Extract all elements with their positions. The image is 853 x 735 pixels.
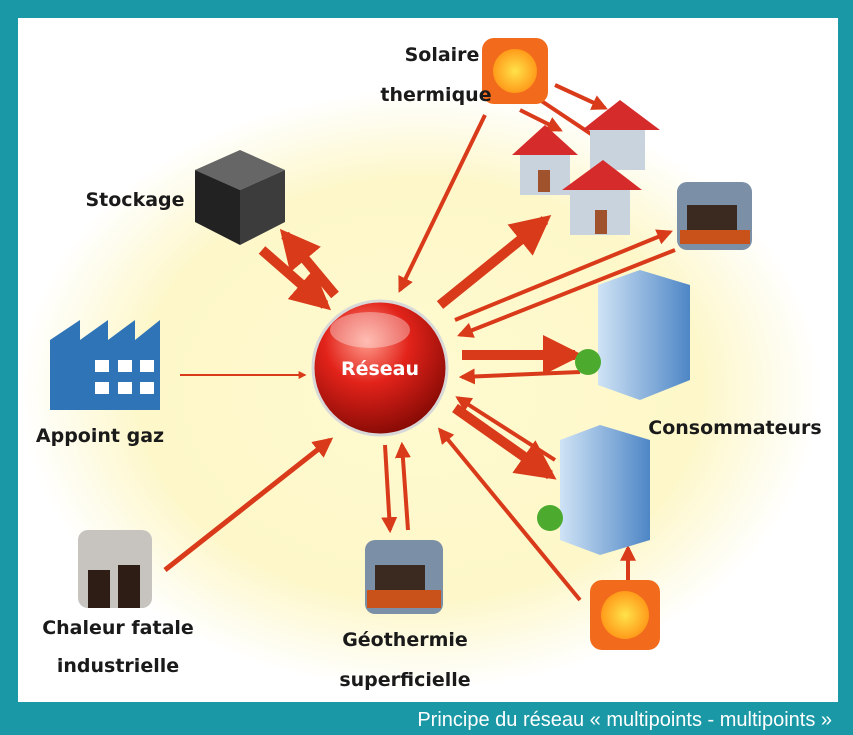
factory-icon [50, 320, 160, 410]
node-label: Chaleur fatale [42, 617, 194, 639]
industry-icon [677, 182, 752, 250]
node-label: superficielle [339, 669, 470, 691]
node-label: industrielle [57, 655, 179, 677]
node-label: Solaire [405, 44, 480, 66]
diagram: Réseau [0, 0, 853, 735]
node-label: Consommateurs [648, 417, 821, 439]
caption: Principe du réseau « multipoints - multi… [417, 709, 832, 731]
node-label: Géothermie [342, 629, 468, 651]
node-label: thermique [380, 84, 491, 106]
solar-icon [482, 38, 548, 104]
geothermal-icon [365, 540, 443, 614]
industry-icon [78, 530, 152, 608]
solar-icon [590, 580, 660, 650]
node-label: Appoint gaz [36, 425, 164, 447]
node-label: Stockage [85, 189, 184, 211]
hub-label: Réseau [341, 358, 419, 380]
